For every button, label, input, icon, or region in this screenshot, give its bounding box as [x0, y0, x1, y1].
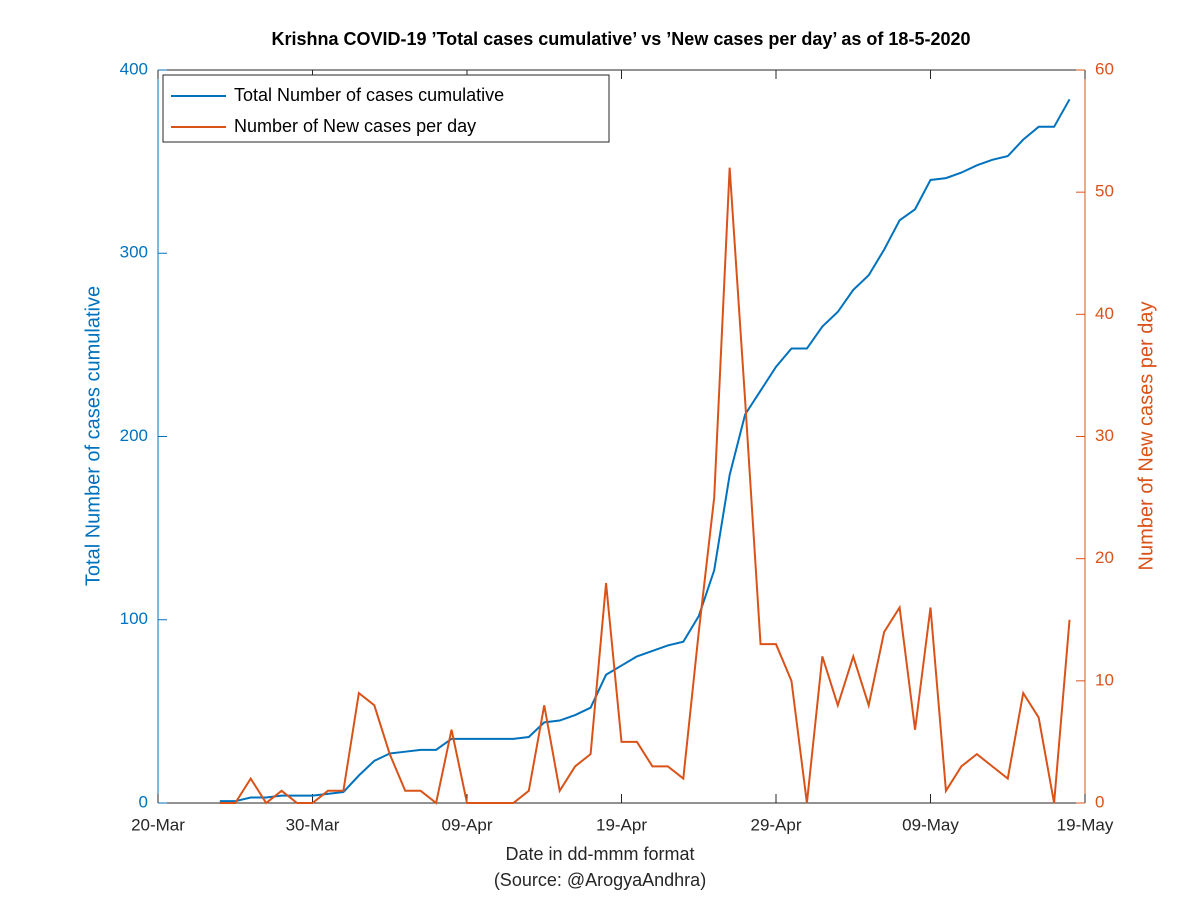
y-tick-label: 100: [120, 609, 148, 628]
y2-tick-label: 10: [1095, 670, 1114, 689]
y2-tick-label: 50: [1095, 182, 1114, 201]
y2-axis-label: Number of New cases per day: [1135, 301, 1157, 570]
x-tick-label: 09-May: [902, 815, 959, 834]
x-tick-label: 19-May: [1057, 815, 1114, 834]
x-axis-label: Date in dd-mmm format: [505, 844, 694, 864]
series-line: [219, 167, 1071, 805]
chart-title: Krishna COVID-19 ’Total cases cumulative…: [271, 29, 970, 49]
y-tick-label: 400: [120, 59, 148, 78]
source-label: (Source: @ArogyaAndhra): [494, 870, 706, 890]
y2-tick-label: 20: [1095, 548, 1114, 567]
legend-label: Total Number of cases cumulative: [234, 85, 504, 105]
y-axis-label: Total Number of cases cumulative: [82, 286, 104, 586]
y-tick-label: 300: [120, 243, 148, 262]
y2-tick-label: 40: [1095, 304, 1114, 323]
y-tick-label: 0: [139, 792, 148, 811]
legend-label: Number of New cases per day: [234, 116, 476, 136]
y2-tick-label: 0: [1095, 792, 1104, 811]
x-tick-label: 30-Mar: [286, 815, 340, 834]
x-tick-label: 20-Mar: [131, 815, 185, 834]
y-tick-label: 200: [120, 426, 148, 445]
x-tick-label: 29-Apr: [750, 815, 801, 834]
x-tick-label: 09-Apr: [441, 815, 492, 834]
y2-tick-label: 30: [1095, 426, 1114, 445]
x-tick-label: 19-Apr: [596, 815, 647, 834]
series-line: [219, 98, 1071, 803]
legend-box: [162, 74, 610, 143]
y2-tick-label: 60: [1095, 59, 1114, 78]
